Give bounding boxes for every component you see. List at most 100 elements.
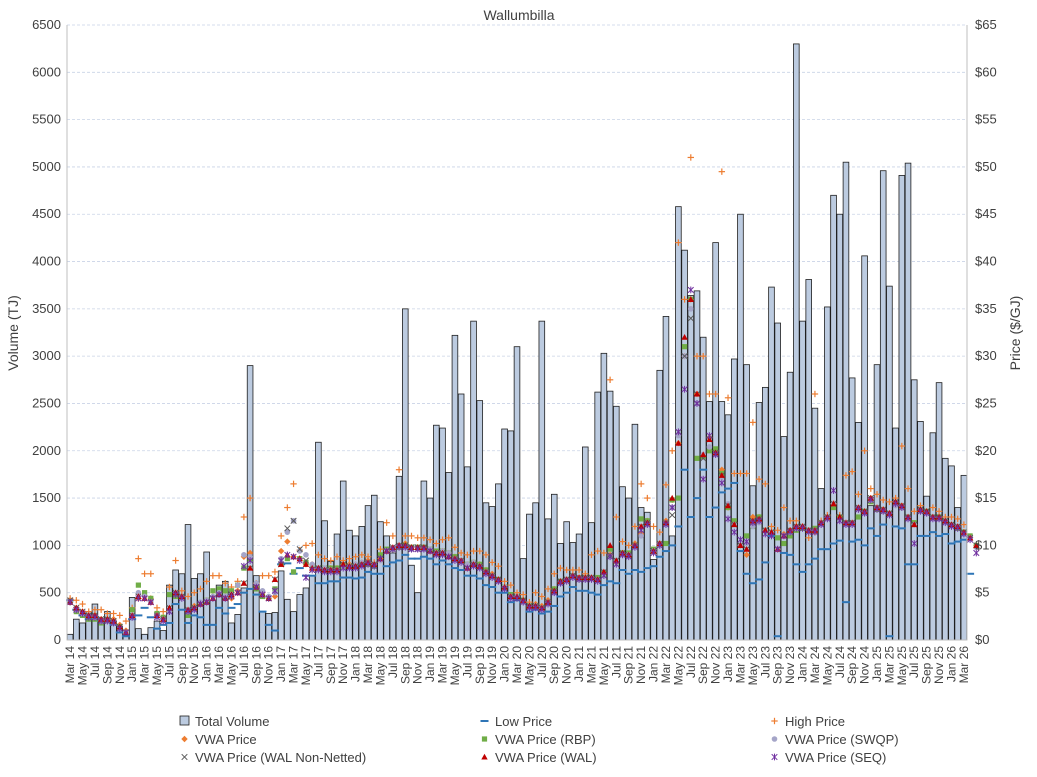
volume-bar bbox=[395, 475, 403, 641]
vwa-seq-marker bbox=[222, 594, 229, 602]
vwa-seq-marker bbox=[706, 432, 713, 440]
volume-bar bbox=[79, 622, 86, 641]
y2-tick-label: $65 bbox=[975, 17, 997, 32]
x-tick-label: Sep 19 bbox=[473, 646, 487, 684]
high-price-marker bbox=[222, 580, 229, 587]
high-price-marker bbox=[265, 572, 272, 579]
vwa-seq-marker bbox=[805, 528, 812, 536]
high-price-marker bbox=[662, 481, 670, 489]
axes: 0 500 1000 1500 2000 2500 3000 3500 4000 4500 5000… bbox=[32, 17, 997, 685]
volume-bar bbox=[377, 521, 384, 641]
high-price-marker bbox=[929, 504, 937, 511]
volume-bar bbox=[135, 628, 142, 641]
legend-item: VWA Price (WAL Non-Netted) bbox=[181, 750, 366, 765]
x-tick-label: Jan 16 bbox=[200, 646, 214, 682]
vwa-seq-marker bbox=[966, 536, 974, 544]
vwa-seq-marker bbox=[569, 574, 577, 581]
high-price-marker bbox=[774, 527, 781, 534]
high-price-marker bbox=[395, 466, 403, 473]
high-price-marker bbox=[786, 517, 794, 524]
high-price-marker bbox=[389, 532, 397, 540]
high-price-marker bbox=[91, 606, 99, 613]
volume-bar bbox=[315, 441, 322, 641]
vwa-seq-marker bbox=[513, 594, 521, 602]
volume-bar bbox=[203, 551, 210, 641]
high-price-marker bbox=[116, 612, 123, 619]
x-tick-label: Mar 15 bbox=[138, 646, 152, 684]
legend-label: High Price bbox=[785, 714, 845, 729]
vwa-wal-marker bbox=[762, 527, 769, 533]
vwa-seq-marker bbox=[817, 521, 825, 528]
volume-bar bbox=[681, 249, 688, 641]
high-price-marker bbox=[277, 532, 285, 540]
vwa-seq-marker bbox=[917, 507, 924, 515]
x-tick-label: Sep 22 bbox=[696, 646, 710, 684]
volume-bar bbox=[240, 587, 248, 641]
volume-bar bbox=[557, 543, 564, 641]
vwa-rbp-marker bbox=[781, 540, 787, 547]
y2-tick-label: $0 bbox=[975, 632, 989, 647]
vwa-seq-marker bbox=[402, 543, 409, 551]
vwa-seq-marker bbox=[259, 591, 266, 598]
y-tick-label: 4500 bbox=[32, 206, 61, 221]
vwa-rbp-marker bbox=[855, 514, 861, 520]
vwa-swqp-marker bbox=[638, 533, 644, 539]
vwa-wal-marker bbox=[743, 545, 750, 552]
vwa-rbp-marker bbox=[185, 612, 191, 618]
high-price-marker bbox=[551, 570, 558, 577]
vwa-seq-marker bbox=[302, 574, 310, 581]
volume-bar bbox=[960, 474, 968, 641]
vwa-rbp-marker bbox=[706, 448, 713, 454]
high-price-marker bbox=[284, 504, 291, 511]
vwa-seq-marker bbox=[526, 604, 533, 612]
volume-bar bbox=[333, 533, 341, 641]
vwa-seq-marker bbox=[575, 576, 583, 583]
high-price-marker bbox=[420, 534, 428, 542]
high-price-marker bbox=[737, 470, 744, 477]
high-price-marker bbox=[668, 447, 676, 454]
vwa-seq-marker bbox=[284, 551, 291, 559]
legend-label: VWA Price bbox=[195, 732, 257, 747]
high-price-marker bbox=[532, 589, 539, 596]
x-tick-label: Jul 20 bbox=[535, 646, 549, 678]
vwa-seq-marker bbox=[749, 519, 757, 527]
x-tick-label: Sep 25 bbox=[920, 646, 934, 684]
x-tick-label: Sep 24 bbox=[845, 646, 859, 684]
vwa-seq-marker bbox=[66, 598, 74, 606]
chart-title: Wallumbilla bbox=[483, 7, 554, 23]
high-price-marker bbox=[451, 544, 459, 551]
vwa-wal-marker bbox=[693, 390, 701, 397]
vwa-seq-marker bbox=[178, 594, 185, 602]
vwa-seq-marker bbox=[507, 594, 514, 602]
volume-bar bbox=[302, 587, 310, 641]
high-price-marker bbox=[842, 472, 850, 479]
high-price-marker bbox=[290, 480, 297, 488]
volume-bar bbox=[830, 194, 837, 641]
high-price-marker bbox=[215, 572, 223, 579]
vwa-rbp-marker bbox=[787, 533, 793, 539]
vwa-rbp-marker bbox=[135, 582, 141, 588]
vwa-seq-marker bbox=[631, 543, 639, 551]
volume-bar bbox=[451, 334, 459, 641]
high-price-marker bbox=[538, 593, 546, 600]
vwa-wal-nonnetted-marker bbox=[681, 353, 688, 360]
vwa-wal-marker bbox=[724, 502, 732, 509]
high-price-marker bbox=[687, 154, 694, 161]
high-price-marker bbox=[743, 470, 750, 477]
volume-bar bbox=[178, 573, 186, 641]
vwa-wal-marker bbox=[706, 436, 713, 442]
vwa-seq-marker bbox=[433, 551, 440, 559]
high-price-marker bbox=[855, 491, 862, 498]
high-price-marker bbox=[358, 551, 366, 559]
x-tick-label: Sep 23 bbox=[771, 646, 785, 684]
volume-bar bbox=[439, 427, 446, 641]
vwa-rbp-marker bbox=[228, 588, 235, 594]
volume-bar bbox=[290, 611, 297, 641]
vwa-wal-marker bbox=[768, 528, 775, 535]
volume-bar bbox=[73, 618, 80, 641]
volume-bar bbox=[625, 497, 632, 641]
vwa-seq-marker bbox=[532, 604, 539, 612]
vwa-seq-marker bbox=[358, 562, 365, 570]
high-price-marker bbox=[147, 570, 154, 577]
x-tick-label: May 23 bbox=[746, 646, 760, 686]
